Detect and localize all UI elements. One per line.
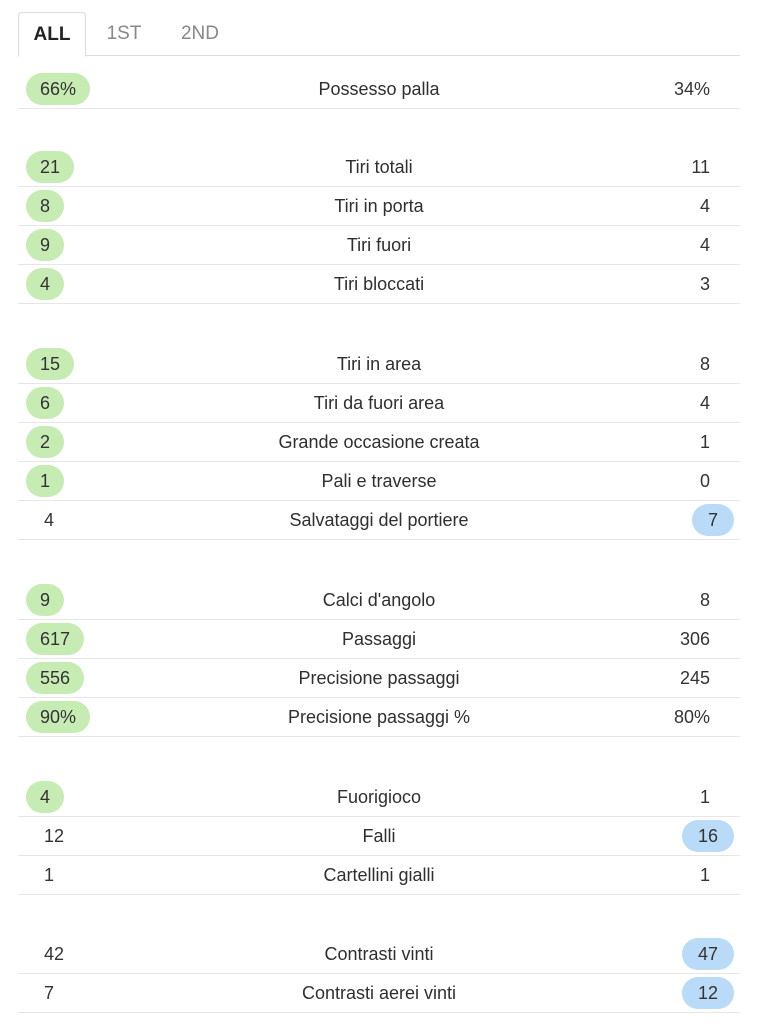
stat-label: Contrasti vinti xyxy=(324,944,434,964)
away-value: 8 xyxy=(699,354,710,374)
period-tabs: ALL 1ST 2ND xyxy=(18,12,740,57)
away-value: 11 xyxy=(691,157,710,177)
home-value: 1 xyxy=(26,465,65,497)
stat-label: Cartellini gialli xyxy=(323,865,435,885)
stat-label: Calci d'angolo xyxy=(322,590,436,610)
away-value: 4 xyxy=(699,196,710,216)
stat-label: Tiri fuori xyxy=(346,235,412,255)
home-value: 66% xyxy=(26,73,91,105)
away-value: 16 xyxy=(681,820,734,852)
away-value: 1 xyxy=(699,432,710,452)
stat-row: 7 Contrasti aerei vinti 12 xyxy=(18,974,740,1013)
stat-label: Fuorigioco xyxy=(336,787,422,807)
stat-row: 42 Contrasti vinti 47 xyxy=(18,935,740,974)
home-value: 2 xyxy=(26,426,65,458)
stat-row: 4 Fuorigioco 1 xyxy=(18,778,740,817)
stat-label: Passaggi xyxy=(341,629,417,649)
home-value: 8 xyxy=(26,190,65,222)
home-value: 12 xyxy=(44,826,65,846)
stat-label: Tiri bloccati xyxy=(333,274,425,294)
stat-label: Tiri in area xyxy=(336,354,422,374)
home-value: 4 xyxy=(26,781,65,813)
away-value: 4 xyxy=(699,235,710,255)
stat-row: 556 Precisione passaggi 245 xyxy=(18,659,740,698)
stat-label: Falli xyxy=(362,826,396,846)
home-value: 42 xyxy=(44,944,65,964)
tab-2nd[interactable]: 2ND xyxy=(180,23,219,44)
stat-row: 66% Possesso palla 34% xyxy=(18,70,740,109)
stat-label: Tiri totali xyxy=(345,157,413,177)
stat-row: 9 Tiri fuori 4 xyxy=(18,226,740,265)
home-value: 9 xyxy=(26,229,65,261)
stat-label: Possesso palla xyxy=(318,79,440,99)
stat-row: 1 Cartellini gialli 1 xyxy=(18,856,740,895)
away-value: 7 xyxy=(691,504,734,536)
stat-row: 8 Tiri in porta 4 xyxy=(18,187,740,226)
away-value: 1 xyxy=(699,787,710,807)
stat-label: Tiri da fuori area xyxy=(313,393,445,413)
away-value: 80% xyxy=(673,707,710,727)
away-value: 12 xyxy=(681,977,734,1009)
home-value: 556 xyxy=(26,662,85,694)
stat-row: 4 Salvataggi del portiere 7 xyxy=(18,501,740,540)
stat-row: 90% Precisione passaggi % 80% xyxy=(18,698,740,737)
tab-1st[interactable]: 1ST xyxy=(106,23,142,44)
away-value: 1 xyxy=(699,865,710,885)
away-value: 47 xyxy=(681,938,734,970)
away-value: 4 xyxy=(699,393,710,413)
home-value: 90% xyxy=(26,701,91,733)
home-value: 4 xyxy=(44,510,55,530)
stat-label: Grande occasione creata xyxy=(278,432,480,452)
home-value: 1 xyxy=(44,865,55,885)
stat-label: Contrasti aerei vinti xyxy=(301,983,457,1003)
home-value: 617 xyxy=(26,623,85,655)
stat-label: Salvataggi del portiere xyxy=(289,510,469,530)
home-value: 4 xyxy=(26,268,65,300)
home-value: 7 xyxy=(44,983,55,1003)
stat-label: Precisione passaggi % xyxy=(287,707,471,727)
stat-row: 2 Grande occasione creata 1 xyxy=(18,423,740,462)
away-value: 306 xyxy=(679,629,710,649)
home-value: 6 xyxy=(26,387,65,419)
stat-row: 1 Pali e traverse 0 xyxy=(18,462,740,501)
stat-row: 21 Tiri totali 11 xyxy=(18,148,740,187)
home-value: 15 xyxy=(26,348,75,380)
stat-row: 617 Passaggi 306 xyxy=(18,620,740,659)
stat-label: Tiri in porta xyxy=(334,196,424,216)
away-value: 245 xyxy=(679,668,710,688)
home-value: 9 xyxy=(26,584,65,616)
stat-label: Precisione passaggi xyxy=(298,668,460,688)
away-value: 0 xyxy=(699,471,710,491)
away-value: 8 xyxy=(699,590,710,610)
stat-label: Pali e traverse xyxy=(321,471,437,491)
away-value: 34% xyxy=(673,79,710,99)
away-value: 3 xyxy=(699,274,710,294)
tab-all[interactable]: ALL xyxy=(18,12,86,57)
stat-row: 15 Tiri in area 8 xyxy=(18,345,740,384)
home-value: 21 xyxy=(26,151,75,183)
stat-row: 9 Calci d'angolo 8 xyxy=(18,581,740,620)
stat-row: 6 Tiri da fuori area 4 xyxy=(18,384,740,423)
stat-row: 12 Falli 16 xyxy=(18,817,740,856)
stat-row: 4 Tiri bloccati 3 xyxy=(18,265,740,304)
